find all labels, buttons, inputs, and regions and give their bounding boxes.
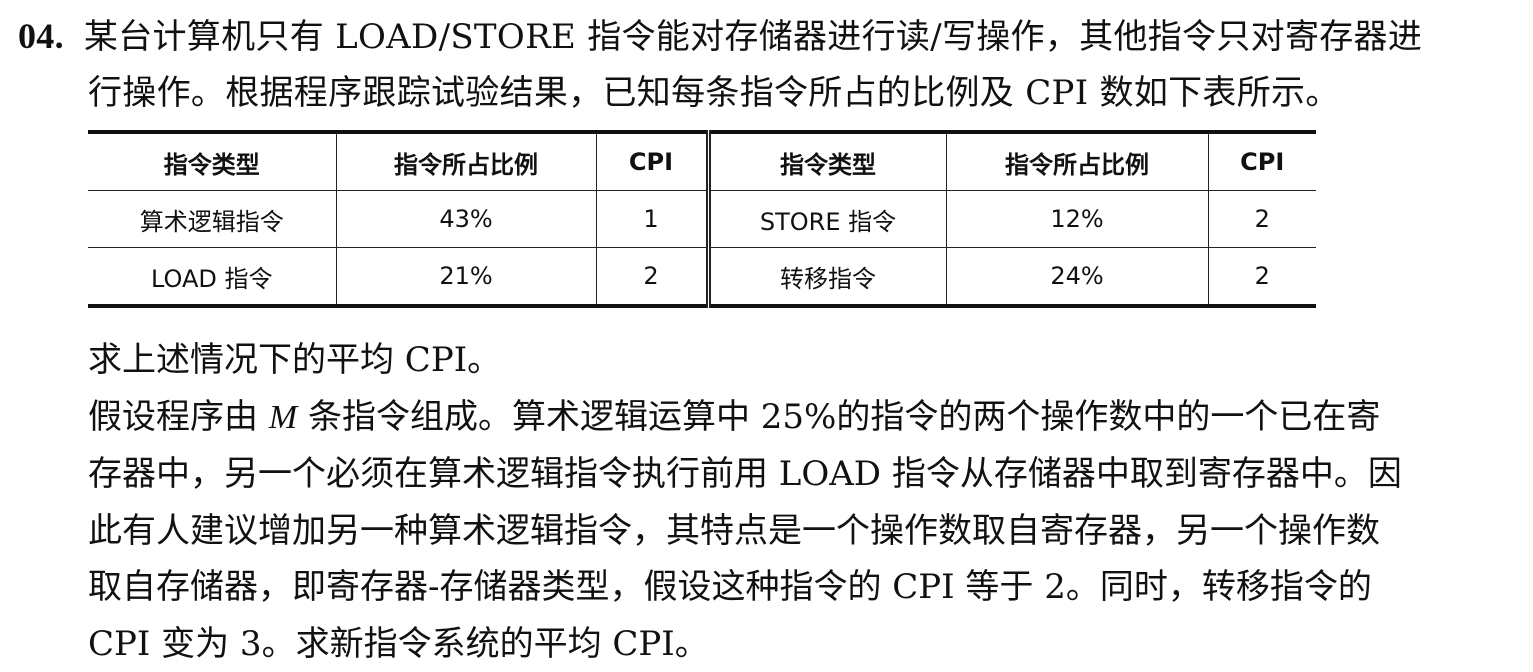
table-cell: 24% [945, 247, 1208, 306]
table-cell: 2 [1207, 190, 1316, 248]
intro-line-2: 行操作。根据程序跟踪试验结果，已知每条指令所占的比例及 CPI 数如下表所示。 [88, 73, 1340, 113]
question-1: 求上述情况下的平均 CPI。 [88, 340, 502, 380]
table-cell: 转移指令 [705, 247, 946, 306]
table-cell: 2 [595, 247, 708, 306]
variable-m: M [268, 398, 298, 436]
header-cell: 指令类型 [705, 131, 946, 191]
table-cell: 算术逻辑指令 [88, 190, 336, 248]
header-cell: CPI [595, 131, 708, 191]
table-row: 算术逻辑指令 43% 1 STORE 指令 12% 2 [88, 190, 1316, 248]
table-cell: 21% [335, 247, 596, 306]
question-2-line-3: 此有人建议增加另一种算术逻辑指令，其特点是一个操作数取自寄存器，另一个操作数 [88, 510, 1380, 551]
table-cell: 43% [335, 190, 596, 248]
table-cell: 2 [1207, 247, 1316, 306]
header-cell: 指令所占比例 [945, 131, 1208, 191]
table-cell: 1 [595, 190, 708, 248]
table-header-row: 指令类型 指令所占比例 CPI 指令类型 指令所占比例 CPI [88, 131, 1316, 191]
table-cell: LOAD 指令 [88, 247, 336, 306]
question-2-line-4: 取自存储器，即寄存器-存储器类型，假设这种指令的 CPI 等于 2。同时，转移指… [88, 567, 1372, 607]
problem-number: 04. [18, 16, 64, 56]
question-2-text-b: 条指令组成。算术逻辑运算中 25%的指令的两个操作数中的一个已在寄 [297, 396, 1381, 437]
table-row: LOAD 指令 21% 2 转移指令 24% 2 [88, 247, 1316, 306]
question-2-line-1: 假设程序由 M 条指令组成。算术逻辑运算中 25%的指令的两个操作数中的一个已在… [88, 389, 1508, 447]
table-cell: STORE 指令 [705, 190, 946, 248]
header-cell: 指令类型 [88, 131, 336, 191]
intro-text-1: 某台计算机只有 LOAD/STORE 指令能对存储器进行读/写操作，其他指令只对… [83, 17, 1423, 57]
questions-block: 求上述情况下的平均 CPI。 假设程序由 M 条指令组成。算术逻辑运算中 25%… [88, 332, 1508, 672]
table-cell: 12% [945, 190, 1208, 248]
question-2-line-5: CPI 变为 3。求新指令系统的平均 CPI。 [88, 623, 709, 664]
instruction-table-container: 指令类型 指令所占比例 CPI 指令类型 指令所占比例 CPI 算术逻辑指令 4… [88, 130, 1316, 308]
instruction-table: 指令类型 指令所占比例 CPI 指令类型 指令所占比例 CPI 算术逻辑指令 4… [88, 130, 1316, 308]
question-2-text-a: 假设程序由 [88, 396, 269, 437]
header-cell: 指令所占比例 [335, 131, 596, 191]
problem-statement: 04. 某台计算机只有 LOAD/STORE 指令能对存储器进行读/写操作，其他指… [18, 8, 1518, 121]
header-cell: CPI [1207, 131, 1316, 191]
question-2-line-2: 存器中，另一个必须在算术逻辑指令执行前用 LOAD 指令从存储器中取到寄存器中。… [88, 454, 1402, 494]
intro-line-1: 04. 某台计算机只有 LOAD/STORE 指令能对存储器进行读/写操作，其他指… [18, 8, 1518, 65]
